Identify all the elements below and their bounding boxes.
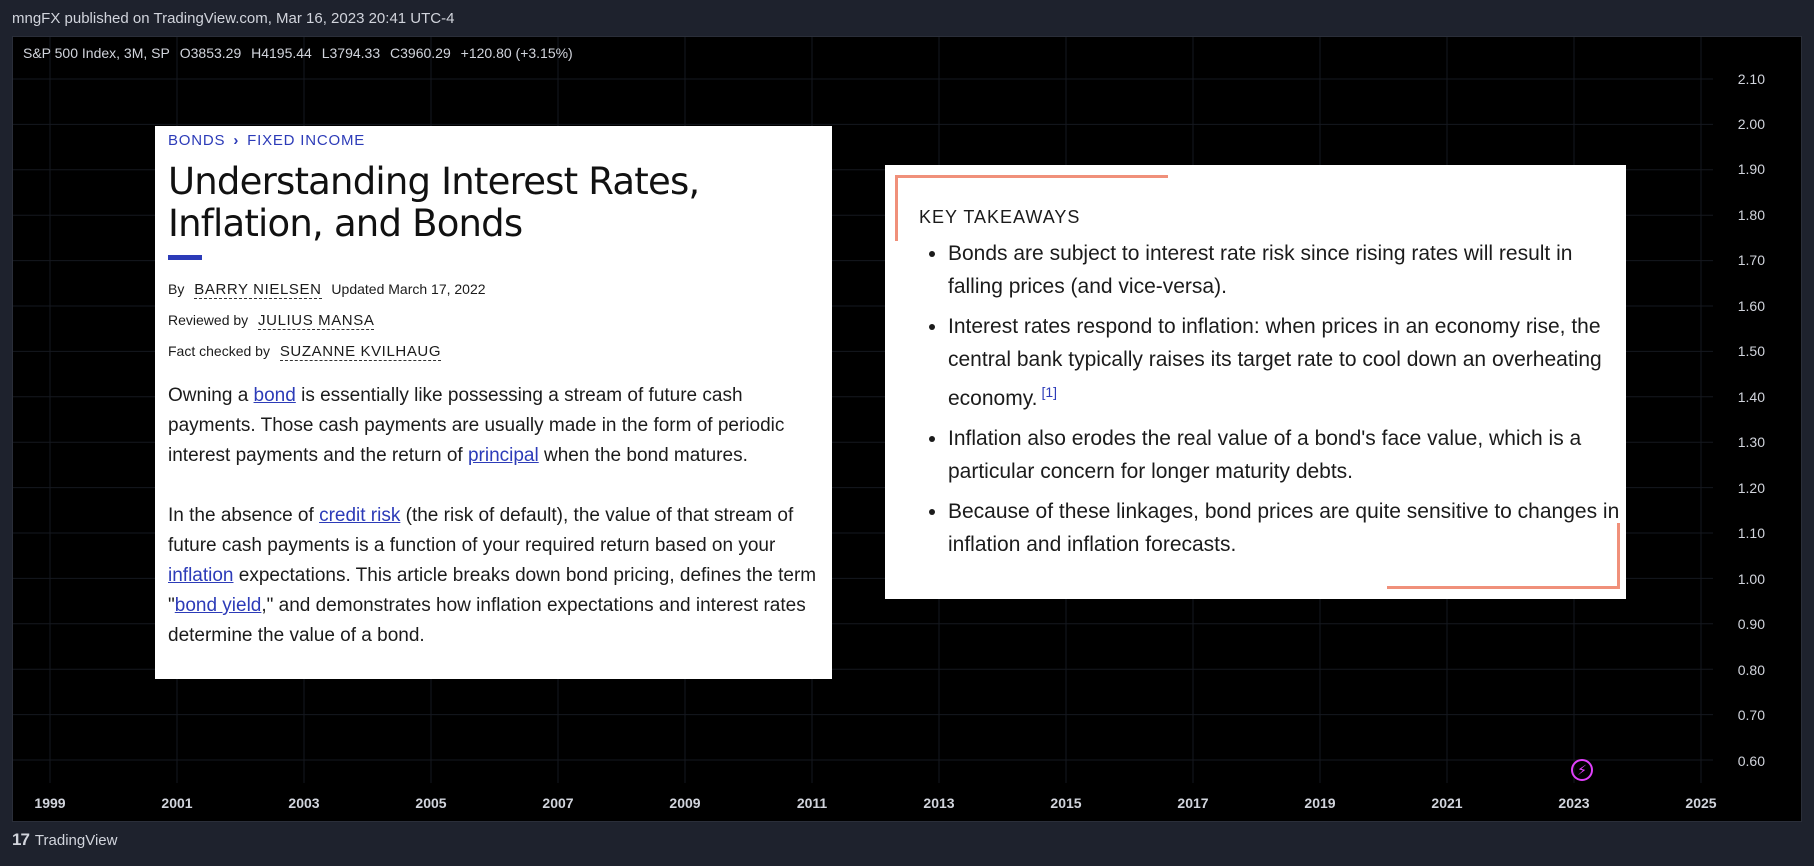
price-tick: 1.70	[1737, 252, 1765, 268]
price-tick: 0.60	[1737, 753, 1765, 769]
price-tick: 1.50	[1737, 343, 1765, 359]
price-tick: 0.80	[1737, 662, 1765, 678]
text-run: ," and demonstrates how inflation expect…	[168, 595, 806, 646]
list-item-text: Because of these linkages, bond prices a…	[948, 500, 1620, 556]
time-tick: 2025	[1685, 795, 1717, 811]
price-tick: 1.90	[1737, 161, 1765, 177]
list-item-text: Inflation also erodes the real value of …	[948, 427, 1582, 483]
breadcrumb: BONDS › FIXED INCOME	[168, 132, 819, 149]
list-item: Inflation also erodes the real value of …	[948, 422, 1628, 488]
open-value: O3853.29	[179, 45, 242, 61]
factchecker-link[interactable]: SUZANNE KVILHAUG	[279, 343, 442, 361]
time-tick: 2013	[923, 795, 955, 811]
reviewed-label: Reviewed by	[168, 312, 249, 328]
tradingview-footer[interactable]: 17 TradingView	[12, 830, 117, 850]
time-tick: 2021	[1431, 795, 1463, 811]
by-label: By	[168, 281, 185, 297]
article-card: BONDS › FIXED INCOME Understanding Interes…	[155, 126, 832, 679]
bond-yield-link[interactable]: bond yield	[174, 595, 262, 616]
text-run: Owning a	[168, 385, 254, 406]
low-value: L3794.33	[321, 45, 381, 61]
time-tick: 2017	[1177, 795, 1209, 811]
time-tick: 2001	[161, 795, 193, 811]
principal-link[interactable]: principal	[467, 445, 539, 466]
title-accent-bar	[168, 255, 202, 260]
price-tick: 1.10	[1737, 525, 1765, 541]
price-tick: 1.40	[1737, 389, 1765, 405]
article-title: Understanding Interest Rates, Inflation,…	[168, 160, 700, 245]
list-item-text: Interest rates respond to inflation: whe…	[948, 315, 1602, 410]
reviewer-line: Reviewed by JULIUS MANSA	[168, 305, 819, 336]
time-tick: 2007	[542, 795, 574, 811]
price-tick: 1.20	[1737, 480, 1765, 496]
bond-link[interactable]: bond	[253, 385, 296, 406]
time-tick: 1999	[34, 795, 66, 811]
price-tick: 0.70	[1737, 707, 1765, 723]
author-line: By BARRY NIELSEN Updated March 17, 2022	[168, 274, 819, 305]
close-value: C3960.29	[390, 45, 451, 61]
intro-paragraph: Owning a bond is essentially like posses…	[168, 381, 819, 471]
tradingview-logo-icon: 17	[12, 830, 30, 849]
inflation-link[interactable]: inflation	[168, 565, 234, 586]
byline: By BARRY NIELSEN Updated March 17, 2022 …	[168, 274, 819, 367]
change-value: +120.80 (+3.15%)	[460, 45, 573, 61]
chevron-right-icon: ›	[233, 132, 240, 149]
text-run: expectations. This article breaks down b…	[168, 565, 817, 616]
price-tick: 1.80	[1737, 207, 1765, 223]
brand-name: TradingView	[34, 831, 118, 849]
list-item: Interest rates respond to inflation: whe…	[948, 310, 1628, 415]
time-tick: 2019	[1304, 795, 1336, 811]
breadcrumb-fixed-income[interactable]: FIXED INCOME	[247, 132, 366, 149]
breadcrumb-bonds[interactable]: BONDS	[168, 132, 226, 149]
price-tick: 1.00	[1737, 571, 1765, 587]
key-takeaways-title: KEY TAKEAWAYS	[919, 207, 1081, 227]
time-tick: 2015	[1050, 795, 1082, 811]
lightning-bolt-icon[interactable]: ⚡	[1571, 759, 1593, 781]
publish-info: mngFX published on TradingView.com, Mar …	[12, 10, 455, 27]
text-run: In the absence of	[168, 505, 320, 526]
corner-border-bottom-right	[1387, 523, 1620, 589]
price-tick: 2.10	[1737, 71, 1765, 87]
time-tick: 2005	[415, 795, 447, 811]
second-paragraph: In the absence of credit risk (the risk …	[168, 501, 819, 651]
time-tick: 2009	[669, 795, 701, 811]
price-tick: 0.90	[1737, 616, 1765, 632]
updated-date: Updated March 17, 2022	[331, 281, 486, 297]
text-run: when the bond matures.	[538, 445, 748, 466]
list-item: Because of these linkages, bond prices a…	[948, 495, 1628, 561]
author-link[interactable]: BARRY NIELSEN	[194, 281, 322, 299]
key-takeaways-box: KEY TAKEAWAYS Bonds are subject to inter…	[885, 165, 1626, 599]
time-tick: 2003	[288, 795, 320, 811]
symbol-legend[interactable]: S&P 500 Index, 3M, SP O3853.29 H4195.44 …	[23, 45, 579, 61]
list-item-text: Bonds are subject to interest rate risk …	[948, 242, 1573, 298]
credit-risk-link[interactable]: credit risk	[319, 505, 401, 526]
symbol-name[interactable]: S&P 500 Index, 3M, SP	[23, 45, 170, 61]
takeaways-list: Bonds are subject to interest rate risk …	[919, 237, 1628, 568]
text-run: (the risk of default), the value of that…	[168, 505, 794, 556]
price-tick: 2.00	[1737, 116, 1765, 132]
price-tick: 1.30	[1737, 434, 1765, 450]
price-tick: 1.60	[1737, 298, 1765, 314]
footnote-link[interactable]: [1]	[1041, 384, 1058, 400]
list-item: Bonds are subject to interest rate risk …	[948, 237, 1628, 303]
text-run: is essentially like possessing a stream …	[168, 385, 785, 466]
factcheck-line: Fact checked by SUZANNE KVILHAUG	[168, 336, 819, 367]
time-tick: 2023	[1558, 795, 1590, 811]
factcheck-label: Fact checked by	[168, 343, 270, 359]
high-value: H4195.44	[251, 45, 312, 61]
corner-border-top-left	[895, 175, 1168, 241]
time-tick: 2011	[796, 795, 828, 811]
reviewer-link[interactable]: JULIUS MANSA	[258, 312, 375, 330]
